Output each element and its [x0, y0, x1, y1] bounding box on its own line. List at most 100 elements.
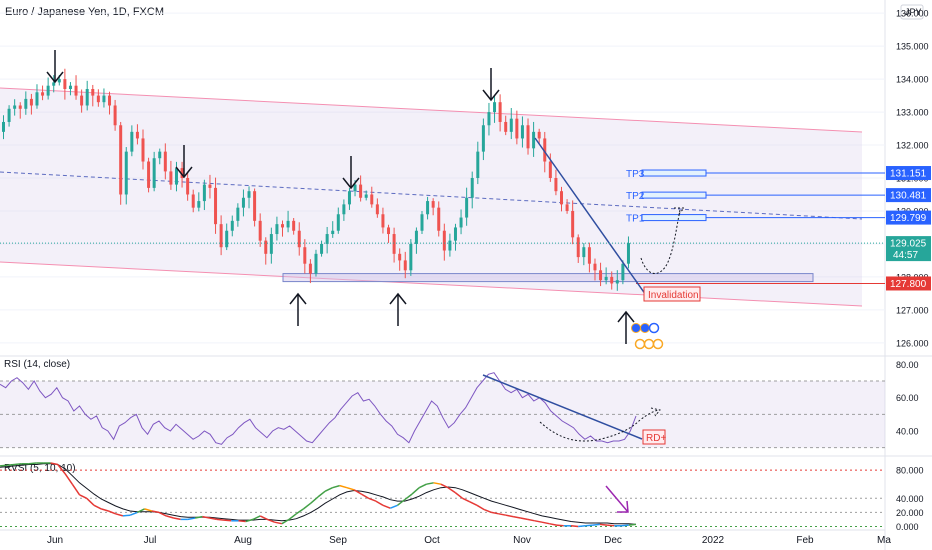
- candle-body: [169, 171, 173, 185]
- rvsi-segment: [310, 496, 319, 504]
- rvsi-segment: [418, 483, 427, 489]
- candle-body: [96, 95, 100, 103]
- price-level-value: 127.800: [890, 279, 927, 290]
- price-tick-label: 135.000: [896, 42, 929, 52]
- rvsi-grid: [0, 469, 885, 527]
- candle-body: [487, 112, 491, 126]
- price-tick-label: 127.000: [896, 305, 929, 315]
- event-icon[interactable]: [631, 323, 641, 333]
- rsi-grid: [0, 380, 885, 449]
- rvsi-segment: [136, 508, 145, 514]
- last-price-tag-box: [886, 236, 931, 262]
- candle-body: [281, 224, 284, 228]
- rvsi-segment: [288, 513, 297, 520]
- rvsi-segment: [353, 489, 362, 495]
- event-icon[interactable]: [643, 338, 655, 350]
- price-level-value: 130.481: [890, 191, 927, 202]
- candle-body: [353, 184, 357, 192]
- candle-body: [554, 178, 558, 192]
- rvsi-title: RVSI (5, 10, 10): [4, 463, 76, 474]
- rvsi-segment: [129, 511, 138, 516]
- rvsi-lines: [0, 462, 637, 528]
- candle-body: [515, 118, 519, 139]
- rvsi-segment: [194, 515, 203, 519]
- candle-body: [387, 227, 391, 235]
- candle-body: [504, 121, 508, 132]
- candle-body: [543, 138, 547, 162]
- candle-body: [331, 230, 335, 235]
- channel-upper-line: [0, 87, 863, 133]
- chart-title: Euro / Japanese Yen, 1D, FXCM: [5, 6, 164, 18]
- price-channel-drawing: [0, 87, 863, 307]
- candle-body: [63, 79, 67, 89]
- rvsi-segment: [556, 524, 564, 527]
- rvsi-segment: [259, 515, 268, 521]
- candle-body: [426, 201, 430, 215]
- candle-body: [24, 98, 28, 109]
- rvsi-segment: [245, 518, 254, 523]
- candle-body: [214, 187, 218, 225]
- rvsi-segment: [339, 484, 348, 489]
- rvsi-segment: [570, 525, 579, 528]
- candle-body: [275, 224, 279, 235]
- candle-body: [108, 95, 112, 106]
- event-icon[interactable]: [648, 322, 660, 334]
- target-label: TP2: [626, 191, 645, 202]
- rvsi-segment: [476, 504, 485, 511]
- candle-body: [119, 125, 123, 195]
- event-icons[interactable]: [631, 322, 664, 350]
- candle-body: [437, 207, 441, 231]
- candle-body: [180, 168, 184, 178]
- rvsi-segment: [86, 497, 95, 506]
- candle-body: [364, 194, 368, 198]
- invalidation-box: [643, 286, 701, 302]
- event-icon[interactable]: [640, 323, 650, 333]
- candle-body: [537, 131, 541, 139]
- price-level-tag: [886, 188, 931, 203]
- currency-badge[interactable]: JPY: [905, 7, 922, 17]
- candle-body: [91, 89, 95, 96]
- countdown-value: 44:57: [893, 250, 918, 261]
- candle-body: [269, 234, 273, 254]
- candle-body: [264, 240, 268, 254]
- candle-body: [392, 234, 396, 254]
- rvsi-segment: [238, 520, 246, 523]
- time-tick-label: Oct: [424, 535, 440, 546]
- rvsi-segment: [454, 492, 463, 499]
- candle-body: [509, 118, 513, 132]
- candle-body: [520, 125, 524, 139]
- price-level-tag: [886, 276, 931, 291]
- candle-body: [29, 98, 33, 106]
- time-tick-label: Sep: [329, 535, 347, 546]
- currency-badge-box[interactable]: [900, 4, 924, 20]
- rvsi-segment: [607, 524, 615, 527]
- rsi-annotations: RD+: [482, 374, 666, 445]
- candle-body: [370, 194, 374, 205]
- price-tick-label: 132.000: [896, 141, 929, 151]
- candle-body: [626, 243, 630, 264]
- rvsi-segment: [108, 510, 116, 515]
- candle-body: [599, 270, 603, 281]
- rvsi-segment: [151, 510, 160, 514]
- event-icon[interactable]: [652, 338, 664, 350]
- candle-body: [571, 210, 575, 238]
- target-label: TP1: [626, 214, 645, 225]
- candle-body: [197, 201, 201, 208]
- candle-body: [124, 151, 128, 195]
- candle-body: [610, 276, 614, 284]
- rvsi-segment: [115, 513, 124, 517]
- candle-body: [219, 224, 223, 248]
- rvsi-segment: [599, 523, 608, 526]
- up-arrow-icon: [389, 292, 407, 326]
- rvsi-segment: [64, 473, 73, 485]
- rsi-tick-label: 80.00: [896, 360, 919, 370]
- rsi-projection-arrowhead: [650, 407, 661, 417]
- rvsi-segment: [332, 484, 340, 489]
- rvsi-tick-label: 80.000: [896, 466, 924, 476]
- trend-line-down: [534, 137, 649, 299]
- candle-body: [470, 178, 474, 198]
- rvsi-segment: [549, 522, 557, 526]
- candle-body: [303, 247, 307, 264]
- event-icon[interactable]: [634, 338, 646, 350]
